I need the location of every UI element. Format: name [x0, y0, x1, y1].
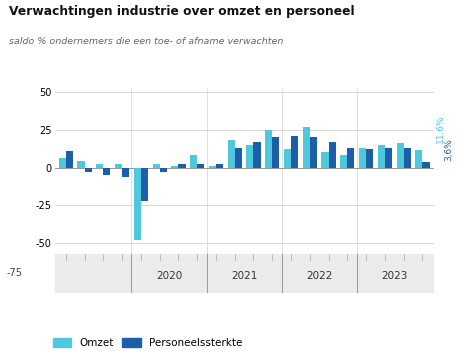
Bar: [321, 152, 328, 168]
Bar: [235, 148, 242, 168]
Bar: [153, 164, 160, 168]
Bar: [397, 143, 404, 168]
Legend: Omzet, Personeelssterkte: Omzet, Personeelssterkte: [53, 338, 243, 348]
Bar: [103, 168, 110, 175]
Bar: [197, 164, 204, 168]
Bar: [404, 148, 411, 168]
Bar: [378, 145, 385, 168]
Bar: [291, 136, 298, 168]
Bar: [359, 148, 366, 168]
Bar: [385, 148, 392, 168]
Bar: [115, 164, 122, 168]
Bar: [84, 168, 91, 172]
Bar: [216, 164, 223, 168]
Bar: [77, 162, 84, 168]
Bar: [171, 166, 178, 168]
Bar: [209, 166, 216, 168]
Bar: [310, 137, 317, 168]
Text: 2020: 2020: [156, 272, 182, 282]
Bar: [59, 158, 66, 168]
Bar: [415, 150, 422, 168]
Bar: [141, 168, 148, 201]
Bar: [422, 162, 429, 168]
Bar: [122, 168, 129, 176]
Bar: [134, 168, 141, 240]
Text: -75: -75: [6, 268, 22, 278]
Bar: [96, 164, 103, 168]
Bar: [265, 130, 272, 168]
Bar: [284, 149, 291, 168]
Bar: [254, 142, 261, 168]
Bar: [340, 155, 347, 168]
Text: 2023: 2023: [381, 272, 408, 282]
Text: 2021: 2021: [231, 272, 257, 282]
Bar: [228, 140, 235, 168]
Text: 3,6%: 3,6%: [445, 138, 454, 162]
Bar: [246, 145, 254, 168]
Bar: [272, 137, 279, 168]
Bar: [178, 164, 185, 168]
Text: saldo % ondernemers die een toe- of afname verwachten: saldo % ondernemers die een toe- of afna…: [9, 37, 284, 46]
Bar: [66, 151, 73, 168]
Text: 2022: 2022: [306, 272, 332, 282]
Text: 11,6%: 11,6%: [436, 115, 445, 143]
Bar: [328, 142, 336, 168]
Bar: [347, 148, 355, 168]
Bar: [160, 168, 167, 172]
Bar: [190, 155, 197, 168]
Bar: [303, 127, 310, 168]
Text: Verwachtingen industrie over omzet en personeel: Verwachtingen industrie over omzet en pe…: [9, 5, 355, 18]
Bar: [366, 149, 373, 168]
